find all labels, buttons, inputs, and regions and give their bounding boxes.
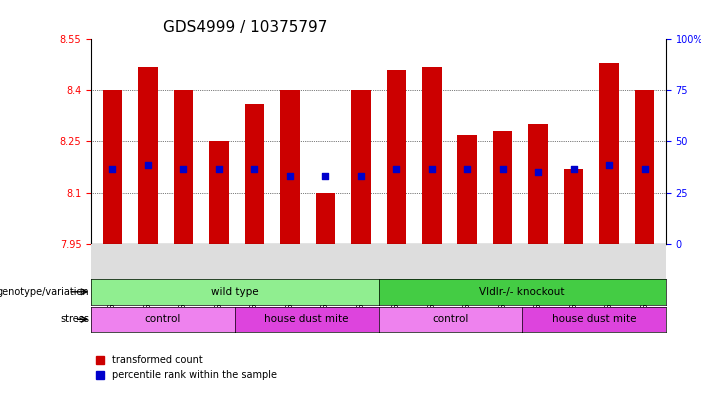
Bar <box>599 63 619 244</box>
Point <box>639 165 651 172</box>
Text: house dust mite: house dust mite <box>264 314 349 324</box>
Point <box>604 162 615 169</box>
Point <box>390 165 402 172</box>
Legend: transformed count, percentile rank within the sample: transformed count, percentile rank withi… <box>96 355 277 380</box>
Bar <box>209 141 229 244</box>
Point <box>568 165 579 172</box>
Bar <box>174 90 193 244</box>
Text: Vldlr-/- knockout: Vldlr-/- knockout <box>479 287 565 297</box>
Bar <box>138 66 158 244</box>
Bar <box>458 135 477 244</box>
Bar <box>635 90 655 244</box>
Text: GDS4999 / 10375797: GDS4999 / 10375797 <box>163 20 327 35</box>
Text: control: control <box>433 314 468 324</box>
Point <box>284 173 295 179</box>
Bar <box>102 90 122 244</box>
Point <box>142 162 154 169</box>
Point <box>107 165 118 172</box>
Bar <box>245 104 264 244</box>
Bar <box>564 169 583 244</box>
Point <box>497 165 508 172</box>
Point <box>249 165 260 172</box>
Bar <box>493 131 512 244</box>
Bar <box>351 90 371 244</box>
Bar <box>529 125 548 244</box>
Text: wild type: wild type <box>211 287 259 297</box>
Point <box>178 165 189 172</box>
Text: stress: stress <box>60 314 89 324</box>
Point <box>462 165 473 172</box>
Bar <box>280 90 299 244</box>
Text: control: control <box>145 314 181 324</box>
Point <box>533 169 544 175</box>
Point <box>355 173 367 179</box>
Point <box>213 165 224 172</box>
Point <box>426 165 437 172</box>
Point <box>320 173 331 179</box>
Bar <box>422 66 442 244</box>
Bar <box>315 193 335 244</box>
Bar <box>386 70 406 244</box>
Text: genotype/variation: genotype/variation <box>0 287 89 297</box>
Text: house dust mite: house dust mite <box>552 314 637 324</box>
